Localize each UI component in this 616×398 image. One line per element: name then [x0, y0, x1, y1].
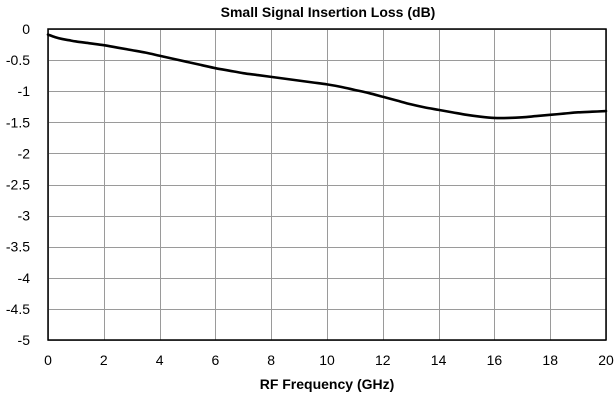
x-tick-label: 10	[319, 352, 335, 368]
plot-area-frame	[47, 28, 607, 341]
x-tick-label: 18	[542, 352, 558, 368]
y-tick-label: -1.5	[6, 114, 30, 130]
x-tick-label: 2	[100, 352, 108, 368]
series-layer	[46, 33, 608, 120]
x-tick-label: 16	[487, 352, 503, 368]
chart-title: Small Signal Insertion Loss (dB)	[221, 4, 436, 20]
y-tick-label: -2.5	[6, 177, 30, 193]
y-tick-label: -3.5	[6, 239, 30, 255]
x-tick-label: 20	[598, 352, 614, 368]
x-tick-label: 14	[431, 352, 447, 368]
y-tick-label: -0.5	[6, 52, 30, 68]
x-axis-label: RF Frequency (GHz)	[260, 376, 395, 392]
x-tick-label: 12	[375, 352, 391, 368]
x-tick-label: 4	[156, 352, 164, 368]
y-tick-label: -5	[18, 332, 31, 348]
y-tick-label: -1	[18, 83, 31, 99]
y-tick-labels: 0 -0.5 -1 -1.5 -2 -2.5 -3 -3.5 -4 -4.5 -5	[6, 21, 30, 348]
x-tick-label: 0	[44, 352, 52, 368]
y-tick-label: -4	[18, 270, 31, 286]
y-tick-label: -2	[18, 145, 31, 161]
y-tick-label: 0	[22, 21, 30, 37]
grid-lines	[48, 29, 607, 341]
x-tick-label: 8	[267, 352, 275, 368]
y-tick-label: -4.5	[6, 301, 30, 317]
insertion-loss-series-line	[46, 33, 608, 120]
x-tick-labels: 0 2 4 6 8 10 12 14 16 18 20	[44, 352, 614, 368]
y-tick-label: -3	[18, 208, 31, 224]
x-tick-label: 6	[212, 352, 220, 368]
